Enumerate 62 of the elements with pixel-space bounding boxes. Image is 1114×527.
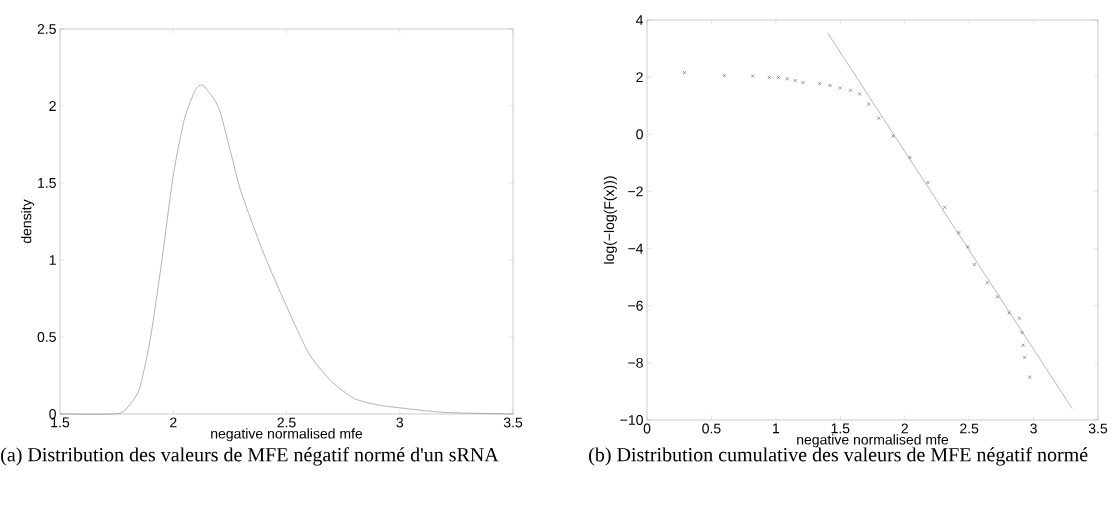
point: [942, 205, 947, 210]
point: [817, 81, 822, 86]
y-tick-label: 4: [636, 15, 644, 25]
y-tick-label: −8: [628, 357, 643, 368]
x-axis-title: negative normalised mfe: [797, 434, 949, 448]
point: [1022, 355, 1027, 360]
point: [985, 280, 989, 285]
text: (b) Distribution cumulative des valeurs de MFE négatif normé: [589, 447, 1088, 466]
x-tick-label: 0: [643, 423, 651, 434]
point: [682, 70, 687, 75]
x-tick-label: 2.5: [960, 423, 979, 434]
y-tick-label: −2: [628, 186, 643, 197]
x-tick-label: 2: [901, 423, 908, 434]
y-tick-label: 2.5: [37, 24, 56, 34]
y-tick-label: 2: [636, 72, 643, 83]
x-tick-label: 1: [773, 423, 780, 434]
point: [1020, 330, 1024, 335]
y-tick-label: 0: [49, 409, 56, 419]
y-axis-title: log(−log(F(x))): [603, 176, 617, 264]
x-tick-label: 2: [170, 417, 177, 428]
point: [908, 155, 912, 160]
point: [776, 75, 781, 80]
y-tick-label: −6: [628, 300, 643, 311]
point: [848, 88, 853, 93]
x-tick-label: 3: [396, 417, 404, 428]
point: [926, 180, 930, 185]
point: [966, 245, 970, 249]
point: [857, 92, 862, 96]
y-tick-label: 1.5: [38, 178, 56, 188]
y-tick-label: 0: [636, 129, 643, 140]
point: [957, 230, 961, 235]
point: [801, 80, 805, 85]
x-axis-title: negative normalised mfe: [211, 428, 363, 442]
point: [722, 73, 727, 78]
point: [972, 262, 977, 267]
y-tick-label: 0.5: [37, 332, 56, 342]
x-tick-label: 3: [1030, 423, 1037, 434]
point: [891, 134, 895, 138]
point: [750, 74, 755, 78]
point: [1007, 311, 1011, 315]
x-tick-label: 3.5: [1088, 423, 1108, 434]
point: [838, 86, 843, 90]
text: (a) Distribution des valeurs de MFE négatif normé d'un sRNA: [1, 447, 499, 466]
point: [1017, 316, 1022, 321]
y-tick-label: −4: [628, 243, 644, 254]
point: [828, 83, 832, 88]
point: [785, 77, 790, 81]
y-axis-title: density: [21, 199, 35, 244]
y-tick-label: 1: [49, 255, 56, 265]
x-tick-label: 3.5: [503, 417, 523, 428]
point: [877, 116, 881, 121]
point: [866, 102, 871, 106]
point: [1021, 343, 1026, 347]
y-tick-label: 2: [49, 101, 56, 111]
x-tick-label: 1.5: [831, 423, 850, 434]
point: [793, 78, 797, 83]
x-tick-label: 2.5: [277, 417, 296, 428]
point: [767, 75, 772, 80]
y-tick-label: −10: [620, 415, 643, 425]
x-tick-label: 0.5: [702, 423, 721, 434]
point: [995, 295, 1000, 299]
point: [1027, 375, 1032, 379]
